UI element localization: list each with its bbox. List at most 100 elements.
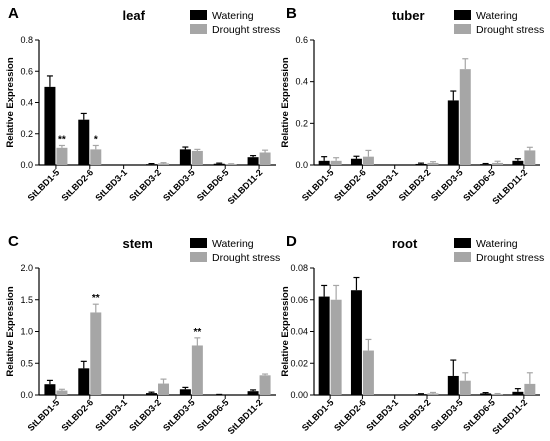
legend-swatch — [454, 252, 471, 262]
x-tick-label: StLBD3-1 — [364, 397, 400, 433]
x-tick-label: StLBD3-5 — [161, 397, 197, 433]
y-tick-label: 0.08 — [290, 263, 308, 273]
legend-swatch — [190, 238, 207, 248]
bar-watering — [78, 368, 90, 395]
y-tick-label: 0.4 — [20, 98, 33, 108]
x-tick-label: StLBD11-2 — [490, 397, 529, 436]
x-tick-label: StLBD3-5 — [429, 397, 465, 433]
bar-drought — [362, 156, 374, 165]
y-tick-label: 0.6 — [295, 35, 308, 45]
bar-watering — [512, 391, 524, 395]
x-tick-label: StLBD3-1 — [93, 167, 129, 203]
bar-watering — [447, 375, 459, 395]
x-tick-label: StLBD2-6 — [332, 167, 368, 203]
x-tick-label: StLBD1-5 — [26, 167, 62, 203]
x-tick-label: StLBD11-2 — [226, 397, 265, 436]
bar-drought — [362, 350, 374, 395]
x-tick-label: StLBD11-2 — [490, 167, 529, 206]
significance-label: ** — [193, 327, 201, 338]
bar-drought — [158, 163, 169, 165]
significance-label: ** — [92, 293, 100, 304]
legend-swatch — [454, 10, 471, 20]
y-tick-label: 0.06 — [290, 295, 308, 305]
bar-watering — [350, 158, 362, 165]
bar-watering — [247, 157, 259, 165]
bar-watering — [512, 160, 524, 165]
bar-drought — [524, 383, 536, 395]
bar-watering — [247, 391, 259, 395]
chart-title: leaf — [123, 8, 146, 23]
bar-watering — [146, 164, 157, 165]
bar-watering — [44, 86, 56, 165]
x-tick-label: StLBD2-6 — [59, 397, 95, 433]
x-tick-label: StLBD3-2 — [397, 167, 433, 203]
y-tick-label: 0.8 — [20, 35, 33, 45]
bar-drought — [427, 162, 439, 165]
y-tick-label: 0.02 — [290, 358, 308, 368]
y-tick-label: 2.0 — [20, 263, 33, 273]
y-tick-label: 0.2 — [295, 118, 308, 128]
legend-swatch — [190, 10, 207, 20]
y-tick-label: 0.2 — [20, 129, 33, 139]
legend-label: Drought stress — [476, 24, 544, 36]
y-axis-label: Relative Expression — [5, 57, 16, 147]
legend-swatch — [454, 24, 471, 34]
legend-label: Drought stress — [476, 252, 544, 264]
bar-watering — [179, 389, 191, 395]
x-tick-label: StLBD3-2 — [397, 397, 433, 433]
x-tick-label: StLBD6-5 — [195, 167, 231, 203]
x-tick-label: StLBD3-5 — [161, 167, 197, 203]
x-tick-label: StLBD3-5 — [429, 167, 465, 203]
y-tick-label: 1.5 — [20, 295, 33, 305]
panel-letter: A — [8, 5, 19, 22]
bar-watering — [213, 163, 225, 165]
chart-title: root — [392, 236, 418, 251]
y-tick-label: 0.0 — [20, 390, 33, 400]
bar-watering — [146, 393, 157, 395]
x-tick-label: StLBD2-6 — [332, 397, 368, 433]
bar-watering — [480, 164, 492, 165]
legend-label: Watering — [212, 238, 254, 250]
legend-label: Watering — [212, 10, 254, 22]
x-tick-label: StLBD3-1 — [93, 397, 129, 433]
bar-watering — [480, 393, 492, 395]
y-axis-label: Relative Expression — [280, 286, 291, 376]
bar-drought — [427, 393, 439, 395]
legend-label: Watering — [476, 238, 518, 250]
chart-title: tuber — [392, 8, 425, 23]
legend-label: Drought stress — [212, 252, 280, 264]
x-tick-label: StLBD1-5 — [300, 397, 336, 433]
y-tick-label: 0.6 — [20, 66, 33, 76]
y-tick-label: 1.0 — [20, 327, 33, 337]
bar-drought — [492, 394, 504, 395]
x-tick-label: StLBD2-6 — [59, 167, 95, 203]
legend-swatch — [190, 252, 207, 262]
significance-label: ** — [58, 134, 66, 145]
bar-drought — [259, 152, 271, 165]
bar-drought — [524, 150, 536, 165]
y-tick-label: 0.5 — [20, 358, 33, 368]
x-tick-label: StLBD3-2 — [127, 167, 163, 203]
bar-watering — [78, 119, 90, 165]
x-tick-label: StLBD1-5 — [26, 397, 62, 433]
bar-watering — [179, 149, 191, 165]
panel-letter: B — [286, 5, 297, 22]
bar-drought — [191, 345, 203, 395]
y-axis-label: Relative Expression — [280, 57, 291, 147]
bar-drought — [90, 312, 102, 395]
x-tick-label: StLBD3-2 — [127, 397, 163, 433]
x-tick-label: StLBD3-1 — [364, 167, 400, 203]
y-tick-label: 0.00 — [290, 390, 308, 400]
bar-drought — [158, 383, 169, 395]
bar-drought — [492, 162, 504, 165]
bar-drought — [259, 375, 271, 395]
y-tick-label: 0.0 — [295, 160, 308, 170]
y-tick-label: 0.4 — [295, 77, 308, 87]
bar-watering — [415, 163, 427, 165]
panel-letter: D — [286, 233, 297, 250]
x-tick-label: StLBD11-2 — [226, 167, 265, 206]
